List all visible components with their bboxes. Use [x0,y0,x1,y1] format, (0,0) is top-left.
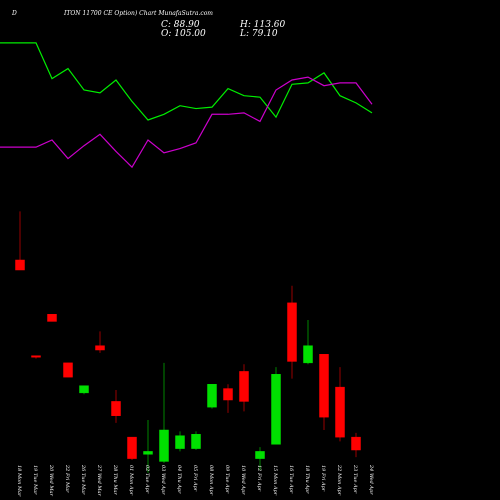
candle-body [31,355,41,358]
x-tick-label: 04 Thu Apr [176,465,182,494]
high-readout: H: 113.60 [240,20,286,30]
candle-body [47,314,57,322]
x-tick-label: 01 Mon Apr [128,465,134,496]
candle-body [223,388,233,401]
candle-body [351,436,361,451]
candle-body [287,302,297,362]
x-tick-label: 18 Mon Mar [16,465,22,497]
candle-body [159,429,169,462]
x-tick-label: 09 Tue Apr [224,465,230,494]
x-tick-label: 08 Mon Apr [208,465,214,496]
candle-body [207,384,217,408]
x-tick-label: 20 Wed Mar [48,464,54,497]
candle-body [127,436,137,459]
x-tick-label: 27 Wed Mar [96,464,102,497]
x-tick-label: 02 Tue Apr [144,465,150,494]
candle-body [143,451,153,455]
x-tick-label: 05 Fri Apr [192,465,198,492]
x-tick-label: 19 Tue Mar [32,465,38,495]
candle-body [63,362,73,378]
x-tick-label: 12 Fri Apr [256,465,262,492]
candle-body [15,259,25,271]
x-tick-label: 26 Tue Mar [80,464,86,495]
ema-long-line [0,76,373,169]
low-readout: L: 79.10 [240,29,278,39]
x-tick-label: 22 Mon Apr [336,464,342,496]
x-tick-label: 10 Wed Apr [240,465,246,495]
x-tick-label: 03 Wed Apr [160,465,166,495]
x-tick-label: 22 Fri Mar [64,464,70,493]
chart-title: ITON 11700 CE Option) Chart MunafaSutra.… [64,10,214,17]
chart-prefix: D [12,10,17,17]
candle-body [335,386,345,438]
candle-body [319,354,329,418]
candle-body [255,451,265,459]
x-tick-label: 23 Tue Apr [352,464,358,494]
candle-body [271,374,281,445]
candle-body [303,345,313,364]
candle-body [239,371,249,402]
candle-body [95,345,105,351]
candle-body [175,435,185,449]
candle-body [111,401,121,416]
open-readout: O: 105.00 [161,29,206,39]
close-readout: C: 88.90 [161,20,200,30]
candle-body [191,434,201,449]
x-tick-label: 28 Thu Mar [112,464,118,495]
x-tick-label: 18 Thu Apr [304,465,310,494]
x-tick-label: 16 Tue Apr [288,465,294,494]
x-tick-label: 24 Wed Apr [368,464,374,495]
x-tick-label: 15 Mon Apr [272,465,278,496]
candle-body [79,385,89,394]
x-tick-label: 19 Fri Apr [320,465,326,492]
